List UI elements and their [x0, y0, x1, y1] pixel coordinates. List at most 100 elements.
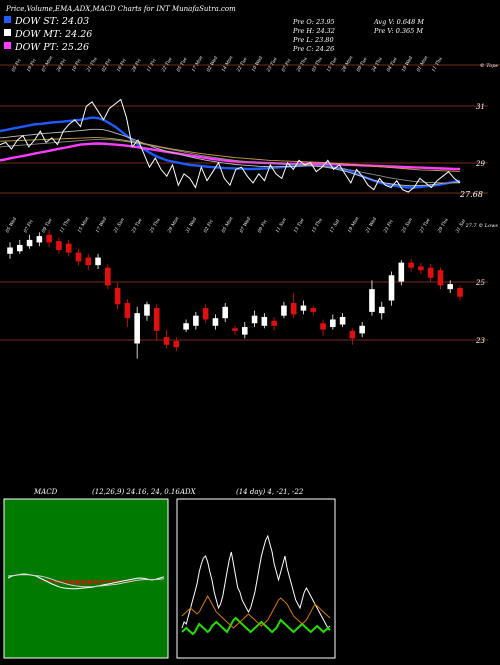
close-price-line — [0, 98, 461, 193]
macd-panel: MACD (12,26,9) 24.16, 24, 0.16 — [3, 488, 180, 659]
candle-body — [26, 239, 33, 247]
candle-body — [320, 323, 326, 330]
ema-date-tick: 28 Mon — [340, 55, 354, 74]
candle-date-tick: 05 Mon — [221, 216, 235, 234]
legend-dow-mt: DOW MT: 24.26 — [14, 29, 92, 40]
candle-body — [310, 308, 317, 312]
pre-open: Pre O: 23.95 — [292, 18, 335, 26]
candle-date-tick: 19 Mon — [347, 216, 361, 234]
candle-date-tick: 21 Wed — [364, 216, 378, 235]
candle-date-tick: 25 Thu — [148, 217, 162, 235]
macd-series — [7, 573, 165, 590]
ema-date-tick: 14 Mon — [221, 55, 235, 73]
candle-date-tick: 09 Tue — [41, 217, 54, 234]
candle-body — [7, 247, 13, 254]
ema-date-axis: 05 Fri 19 Fri 07 Mon 26 Fri 10 Fri 21 Thu 02 F… — [11, 55, 444, 74]
candle-body — [330, 319, 336, 328]
ema-date-tick: 02 Wed — [206, 55, 220, 73]
adx-series — [181, 534, 331, 636]
legend-swatch-pt — [4, 42, 11, 49]
candle-body — [124, 303, 131, 319]
candle-date-tick: 02 Fri — [203, 219, 215, 234]
candle-body — [369, 289, 375, 312]
adx-line-0 — [181, 534, 331, 629]
legend-swatch-mt — [4, 29, 11, 36]
candle-body — [65, 243, 72, 253]
candle-body — [212, 318, 219, 326]
adx-line-2 — [181, 594, 331, 629]
candle-body — [36, 236, 43, 243]
candle-body — [173, 340, 180, 348]
candle-date-tick: 17 Wed — [95, 216, 109, 234]
candle-body — [300, 305, 307, 311]
candle-date-tick: 23 Fri — [382, 219, 395, 235]
candle-date-tick: 11 Sun — [275, 217, 288, 234]
price-label-25: 25 — [475, 279, 485, 287]
candle-date-tick: 13 Tue — [293, 217, 306, 234]
candle-date-tick: 07 Wed — [239, 216, 253, 234]
ema-line-2 — [0, 128, 461, 187]
ema-date-tick: 11 Thu — [431, 56, 444, 73]
candle-body — [339, 316, 346, 325]
candle-date-tick: 31 Wed — [185, 216, 199, 234]
candle-body — [349, 330, 356, 339]
candle-date-tick: 07 Fri — [23, 219, 35, 234]
adx-params: (14 day) 4, -21, -22 — [236, 488, 304, 496]
legend: DOW ST: 24.03 DOW MT: 24.26 DOW PT: 25.2… — [4, 16, 92, 53]
candle-body — [427, 267, 434, 278]
ema-date-tick: 26 Fri — [55, 58, 68, 74]
ema-date-tick: 17 Mon — [191, 55, 205, 73]
candle-date-tick: 15 Thu — [311, 217, 324, 234]
candle-body — [398, 262, 405, 282]
pre-volume: Pre V: 0.365 M — [373, 27, 423, 35]
candle-panel: 25 23 05 Wed 07 Fri 09 Tue 11 Thu 15 Mon 17 W… — [0, 216, 488, 359]
candle-body — [163, 337, 170, 345]
ema-date-tick: 01 Mon — [416, 55, 430, 73]
ema-date-tick: 28 Fri — [130, 58, 143, 74]
ema-line-1 — [0, 142, 460, 171]
candle-date-tick: 21 Sun — [112, 217, 126, 235]
pre-close: Pre C: 24.26 — [292, 45, 334, 53]
candle-body — [359, 325, 365, 334]
candle-body — [193, 315, 199, 326]
candle-body — [232, 328, 238, 331]
candle-body — [202, 308, 209, 320]
candle-body — [241, 327, 248, 335]
pre-high: Pre H: 24.32 — [292, 27, 335, 35]
pre-low: Pre L: 23.80 — [292, 36, 334, 44]
candle-date-tick: 11 Thu — [59, 217, 72, 234]
ema-date-tick: 19 Wed — [401, 55, 415, 73]
ema-date-tick: 03 Thu — [311, 56, 324, 73]
candle-date-tick: 17 Sat — [329, 218, 342, 234]
candle-date-tick: 29 Thu — [436, 217, 450, 235]
candle-date-tick: 27 Tue — [418, 217, 432, 235]
candle-body — [85, 257, 92, 266]
adx-label: ADX — [179, 488, 197, 496]
macd-label: MACD — [33, 488, 58, 496]
ema-lines — [0, 98, 461, 193]
candle-body — [261, 316, 268, 326]
tops-label: © Tops — [480, 62, 499, 69]
ema-date-tick: 05 Tue — [176, 56, 189, 73]
ema-line-3 — [0, 138, 460, 184]
candle-body — [183, 323, 189, 330]
price-label-31: 31 — [476, 103, 485, 111]
candle-body — [437, 270, 444, 286]
ema-line-4 — [0, 137, 461, 172]
candles — [7, 229, 463, 359]
candle-body — [447, 284, 454, 290]
candle-body — [388, 275, 395, 301]
ema-date-tick: 04 Tue — [386, 56, 399, 73]
quote-panel: Pre O: 23.95 Pre H: 24.32 Pre L: 23.80 P… — [292, 18, 424, 53]
candle-body — [378, 306, 385, 314]
ema-date-tick: 15 Tue — [326, 56, 339, 73]
price-label-last: 27.68 — [459, 190, 483, 199]
candle-body — [95, 257, 101, 266]
candle-body — [46, 234, 52, 243]
macd-line-1 — [7, 574, 165, 588]
avg-volume: Avg V: 0.648 M — [373, 18, 424, 26]
ema-panel: 31 29 27.68 © Tops 27.7 © Lows 05 Fri 19 … — [0, 55, 500, 229]
candle-body — [75, 252, 82, 262]
chart-title: Price,Volume,EMA,ADX,MACD Charts for INT… — [5, 5, 236, 13]
